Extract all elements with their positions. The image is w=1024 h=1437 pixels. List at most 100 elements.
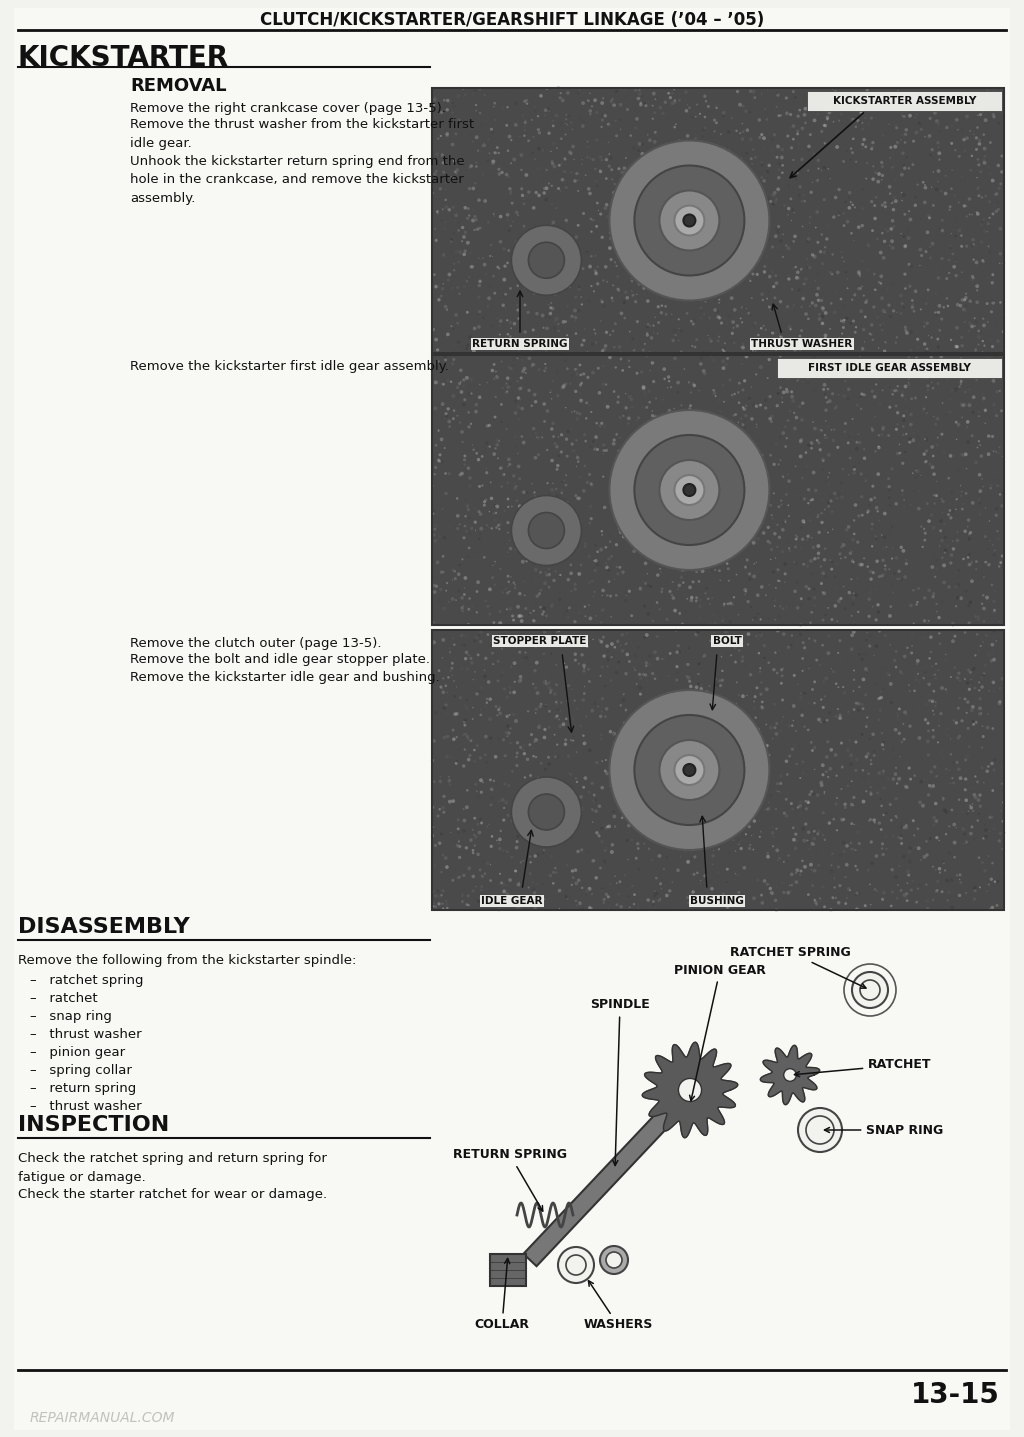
Point bbox=[496, 269, 512, 292]
Point bbox=[470, 247, 486, 270]
Point bbox=[451, 821, 467, 844]
Point bbox=[658, 608, 675, 631]
Point bbox=[898, 882, 914, 905]
Point bbox=[515, 849, 531, 872]
Point bbox=[622, 447, 638, 470]
Point bbox=[751, 493, 767, 516]
Point bbox=[726, 806, 742, 829]
Point bbox=[669, 668, 685, 691]
Point bbox=[819, 708, 836, 731]
Point bbox=[733, 724, 750, 747]
Point bbox=[765, 319, 781, 342]
Point bbox=[973, 444, 989, 467]
Point bbox=[907, 520, 924, 543]
Point bbox=[930, 328, 946, 351]
Point bbox=[957, 286, 974, 309]
Point bbox=[642, 739, 658, 762]
Point bbox=[862, 894, 879, 917]
Point bbox=[749, 247, 765, 270]
Point bbox=[907, 387, 924, 410]
Point bbox=[797, 190, 813, 213]
Point bbox=[488, 365, 505, 388]
Point bbox=[911, 112, 928, 135]
Point bbox=[658, 713, 675, 736]
Point bbox=[952, 295, 969, 318]
Point bbox=[681, 177, 697, 200]
Point bbox=[920, 890, 936, 912]
Point bbox=[850, 111, 866, 134]
Point bbox=[737, 99, 754, 122]
Point bbox=[970, 177, 986, 200]
Point bbox=[924, 871, 940, 894]
Point bbox=[564, 625, 581, 648]
Point bbox=[818, 760, 835, 783]
Point bbox=[502, 529, 518, 552]
Point bbox=[670, 578, 686, 601]
Point bbox=[749, 208, 765, 231]
Point bbox=[446, 149, 463, 172]
Point bbox=[482, 688, 499, 711]
Point bbox=[818, 667, 835, 690]
Point bbox=[427, 397, 443, 420]
Point bbox=[426, 770, 442, 793]
Point bbox=[577, 535, 593, 558]
Point bbox=[710, 211, 726, 234]
Point bbox=[636, 267, 652, 290]
Point bbox=[769, 839, 785, 862]
Point bbox=[842, 879, 858, 902]
Point bbox=[537, 621, 553, 644]
Point bbox=[765, 588, 781, 611]
Point bbox=[673, 470, 689, 493]
Point bbox=[977, 399, 993, 422]
Point bbox=[650, 197, 667, 220]
Point bbox=[484, 244, 501, 267]
Point bbox=[664, 497, 680, 520]
Point bbox=[767, 890, 783, 912]
Point bbox=[888, 418, 904, 441]
Point bbox=[892, 441, 908, 464]
Point bbox=[607, 109, 624, 132]
Point bbox=[792, 99, 808, 122]
Point bbox=[766, 274, 782, 297]
Point bbox=[979, 879, 995, 902]
Point bbox=[994, 555, 1011, 578]
Point bbox=[908, 102, 925, 125]
Point bbox=[581, 658, 597, 681]
Point bbox=[657, 91, 674, 114]
Point bbox=[723, 717, 739, 740]
Point bbox=[613, 190, 630, 213]
Point bbox=[522, 602, 539, 625]
Point bbox=[564, 785, 581, 808]
Point bbox=[993, 161, 1010, 184]
Point bbox=[690, 247, 707, 270]
Point bbox=[906, 680, 923, 703]
Point bbox=[729, 172, 745, 195]
Point bbox=[718, 208, 734, 231]
Point bbox=[675, 545, 691, 568]
Point bbox=[494, 411, 510, 434]
Point bbox=[487, 141, 504, 164]
Point bbox=[500, 540, 516, 563]
Point bbox=[469, 601, 485, 624]
Point bbox=[924, 326, 940, 349]
Point bbox=[517, 109, 534, 132]
Point bbox=[492, 701, 508, 724]
Point bbox=[791, 325, 807, 348]
Point bbox=[902, 274, 919, 297]
Point bbox=[914, 536, 931, 559]
Point bbox=[819, 106, 836, 129]
Point bbox=[771, 846, 787, 869]
Point bbox=[454, 335, 470, 358]
Point bbox=[674, 260, 690, 283]
Point bbox=[876, 760, 892, 783]
Point bbox=[890, 412, 906, 435]
Point bbox=[919, 338, 935, 361]
Point bbox=[589, 128, 605, 151]
Point bbox=[460, 884, 476, 907]
Point bbox=[671, 573, 687, 596]
Point bbox=[500, 714, 516, 737]
Point bbox=[883, 217, 899, 240]
Point bbox=[668, 132, 684, 155]
Point bbox=[596, 891, 612, 914]
Point bbox=[685, 372, 701, 395]
